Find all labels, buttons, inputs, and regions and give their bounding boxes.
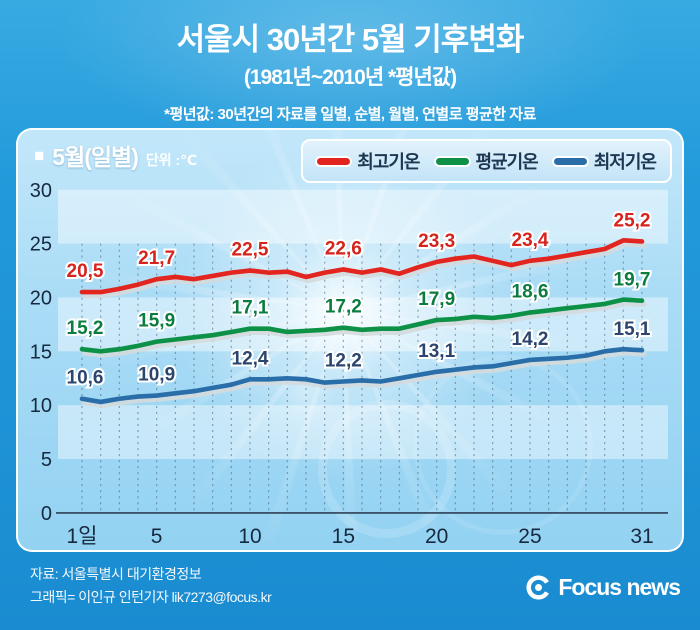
svg-text:10: 10 (30, 395, 52, 417)
chart-header: ■ 5월(일별) 단위 :℃ (34, 138, 197, 172)
legend-item-max: 최고기온 (317, 148, 421, 174)
square-bullet-icon: ■ (34, 145, 45, 165)
svg-text:15: 15 (332, 525, 355, 548)
svg-text:14,2: 14,2 (512, 329, 549, 350)
legend-item-min: 최저기온 (553, 148, 657, 174)
min-line-swatch-icon (553, 157, 587, 165)
svg-text:20: 20 (30, 287, 52, 309)
svg-text:13,1: 13,1 (418, 341, 455, 362)
band-5-10 (58, 405, 668, 460)
svg-text:10: 10 (238, 525, 261, 548)
svg-text:30: 30 (30, 180, 52, 202)
svg-text:10,9: 10,9 (138, 364, 175, 385)
svg-text:1일: 1일 (67, 525, 98, 548)
svg-text:22,6: 22,6 (325, 238, 362, 259)
header: 서울시 30년간 5월 기후변화 (1981년~2010년 *평년값) *평년값… (0, 0, 700, 124)
svg-text:19,7: 19,7 (614, 270, 651, 291)
legend-label: 최저기온 (593, 152, 657, 172)
legend-label: 최고기온 (357, 152, 420, 172)
svg-text:23,4: 23,4 (512, 230, 549, 251)
svg-text:12,4: 12,4 (232, 348, 269, 369)
svg-text:5: 5 (151, 525, 163, 548)
x-axis-labels: 1일 5 10 15 20 25 31 (67, 525, 654, 548)
svg-text:18,6: 18,6 (512, 281, 549, 302)
svg-text:17,2: 17,2 (325, 297, 362, 318)
svg-text:25,2: 25,2 (614, 210, 651, 231)
avg-line-swatch-icon (435, 157, 469, 165)
svg-text:17,1: 17,1 (232, 298, 269, 319)
y-axis-labels: 30 25 20 15 10 5 0 (30, 180, 52, 525)
svg-text:17,9: 17,9 (418, 289, 455, 310)
svg-text:23,3: 23,3 (418, 231, 455, 252)
focus-news-swirl-icon (526, 575, 550, 600)
svg-text:15: 15 (30, 341, 52, 363)
page-subtitle: (1981년~2010년 *평년값) (243, 66, 457, 89)
credit-text: 그래픽= 이인규 인턴기자 lik7273@focus.kr (30, 589, 272, 605)
max-line-swatch-icon (317, 157, 351, 165)
source-text: 자료: 서울특별시 대기환경정보 (30, 566, 202, 582)
page-note: *평년값: 30년간의 자료를 일별, 순별, 월별, 연별로 평균한 자료 (164, 106, 536, 123)
svg-text:15,2: 15,2 (67, 318, 104, 339)
svg-text:20,5: 20,5 (67, 261, 104, 282)
footer: 자료: 서울특별시 대기환경정보 그래픽= 이인규 인턴기자 lik7273@f… (0, 558, 700, 630)
logo-wordmark: Focus news (558, 574, 681, 600)
svg-text:22,5: 22,5 (232, 239, 269, 260)
svg-text:0: 0 (41, 503, 52, 525)
legend-item-avg: 평균기온 (435, 148, 539, 174)
band-25-30 (58, 189, 668, 244)
chart-title: 5월(일별) (52, 144, 139, 170)
svg-text:31: 31 (630, 525, 653, 548)
svg-text:10,6: 10,6 (67, 368, 104, 389)
focus-news-logo: Focus news (525, 574, 681, 601)
svg-text:15,9: 15,9 (138, 311, 175, 332)
svg-text:21,7: 21,7 (138, 248, 175, 269)
legend-label: 평균기온 (475, 152, 539, 172)
chart-panel: 30 25 20 15 10 5 0 1일 5 10 15 20 25 31 20,5 21,7 22,5 22,… (16, 128, 684, 552)
svg-text:20: 20 (425, 525, 448, 548)
svg-text:12,2: 12,2 (325, 350, 362, 371)
unit-label: 단위 :℃ (145, 152, 198, 168)
legend: 최고기온 평균기온 최저기온 (301, 139, 672, 183)
line-chart: 30 25 20 15 10 5 0 1일 5 10 15 20 25 31 20,5 21,7 22,5 22,… (30, 180, 668, 548)
svg-text:25: 25 (518, 525, 541, 548)
svg-text:15,1: 15,1 (614, 319, 651, 340)
page-title: 서울시 30년간 5월 기후변화 (176, 22, 525, 57)
svg-text:25: 25 (30, 234, 52, 256)
svg-text:5: 5 (41, 449, 52, 471)
